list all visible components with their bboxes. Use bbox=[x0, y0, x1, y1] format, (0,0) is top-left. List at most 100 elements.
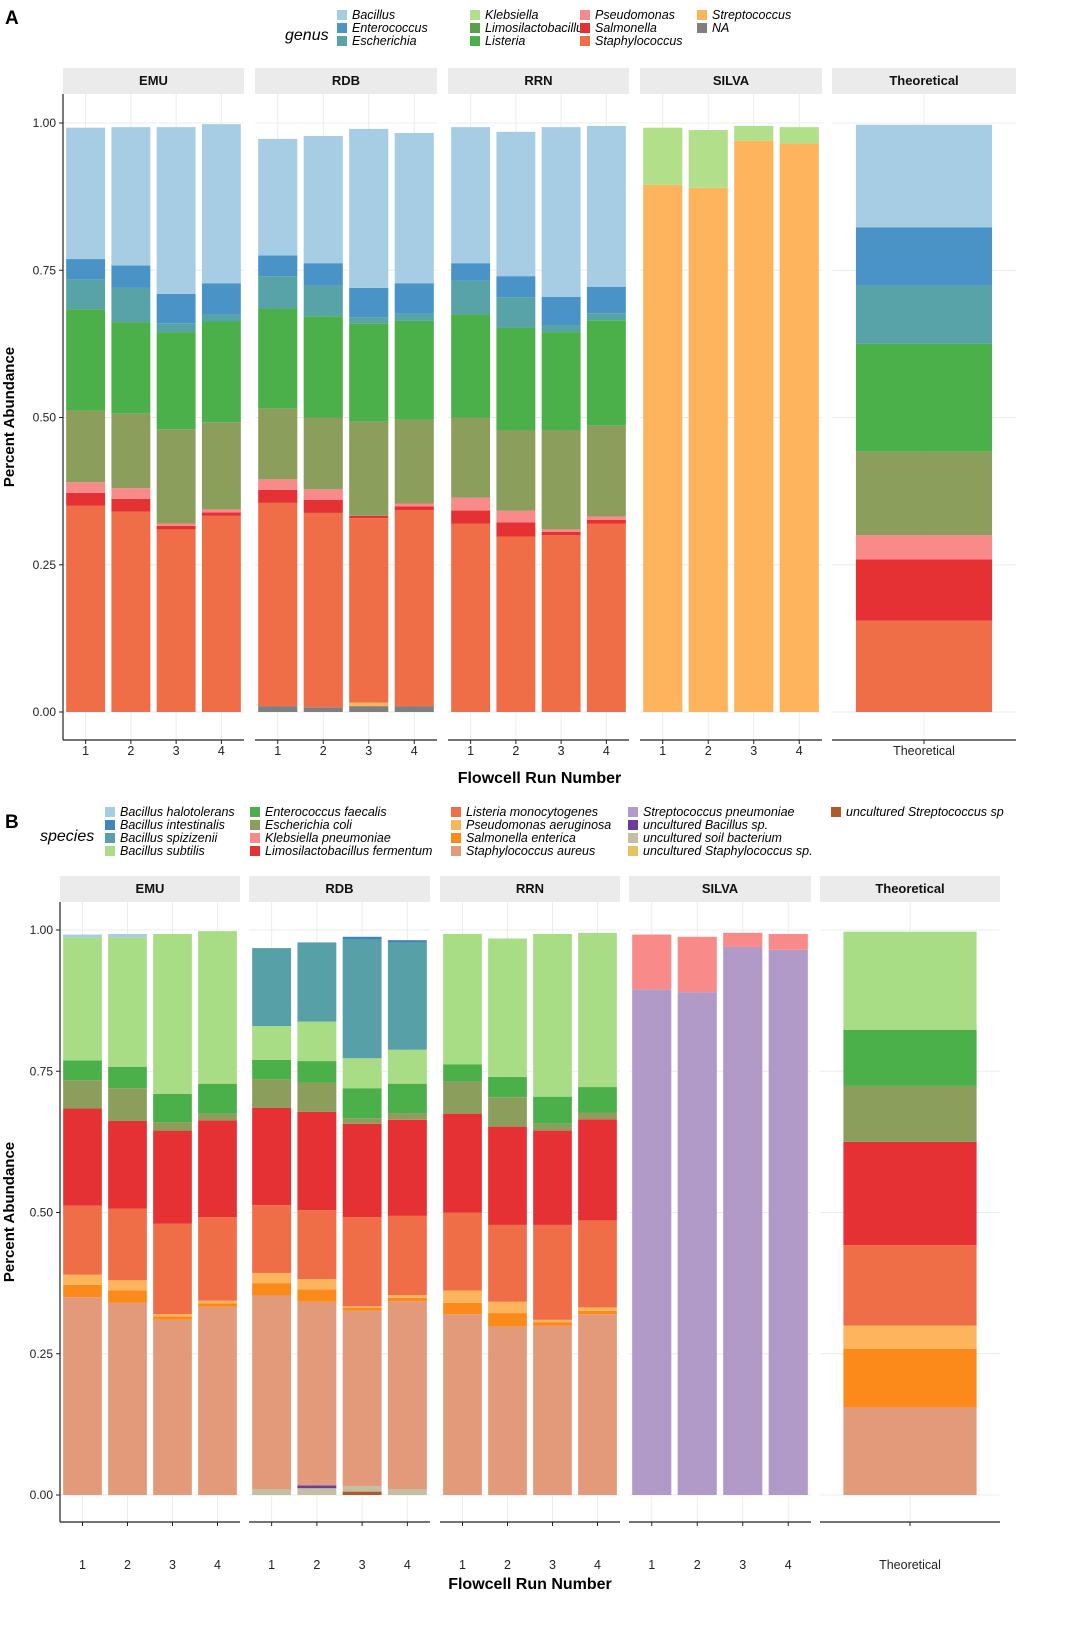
y-tick-label: 1.00 bbox=[30, 923, 54, 937]
legend-item-label: Staphylococcus aureus bbox=[466, 844, 595, 858]
legend-item-label: Pseudomonas bbox=[595, 8, 675, 22]
facet-strip bbox=[60, 876, 240, 902]
bar-segment bbox=[496, 131, 536, 277]
x-tick-label: Theoretical bbox=[893, 744, 955, 758]
bar-segment bbox=[541, 325, 581, 333]
bar-segment bbox=[387, 942, 427, 1050]
y-tick-label: 0.00 bbox=[33, 705, 57, 719]
bar bbox=[643, 127, 683, 713]
bar-segment bbox=[297, 1210, 337, 1280]
legend-item-label: Salmonella bbox=[595, 21, 657, 35]
bar-segment bbox=[198, 1300, 237, 1304]
legend-item-label: Limosilactobacillus bbox=[485, 21, 589, 35]
legend-swatch bbox=[250, 807, 260, 817]
bar-segment bbox=[108, 1290, 147, 1303]
bar-segment bbox=[394, 133, 434, 284]
y-tick-label: 0.50 bbox=[30, 1206, 54, 1220]
bar-segment bbox=[258, 276, 298, 309]
bar-segment bbox=[768, 933, 808, 950]
facet-strip-label: RRN bbox=[516, 881, 544, 896]
bar-segment bbox=[586, 286, 626, 314]
x-tick-label: 2 bbox=[127, 744, 134, 758]
bar-segment bbox=[632, 989, 672, 1495]
legend-item-label: Bacillus spizizenii bbox=[120, 831, 218, 845]
bar-segment bbox=[451, 523, 491, 712]
bar-segment bbox=[111, 287, 151, 323]
bar-segment bbox=[297, 1301, 337, 1486]
legend-item-label: Escherichia coli bbox=[265, 818, 353, 832]
x-tick-label: 3 bbox=[558, 744, 565, 758]
bar-segment bbox=[153, 1093, 192, 1123]
legend-swatch bbox=[250, 833, 260, 843]
legend-item-label: uncultured Bacillus sp. bbox=[643, 818, 768, 832]
bar-segment bbox=[855, 620, 993, 712]
bar-segment bbox=[533, 1322, 572, 1326]
legend-swatch bbox=[697, 23, 707, 33]
bar bbox=[108, 933, 147, 1495]
bar-segment bbox=[541, 529, 581, 532]
bar-segment bbox=[111, 322, 151, 414]
bar-segment bbox=[108, 933, 147, 938]
bar-segment bbox=[451, 510, 491, 524]
bar-segment bbox=[496, 276, 536, 298]
bar-segment bbox=[108, 1088, 147, 1121]
bar-segment bbox=[578, 1314, 617, 1495]
bar-segment bbox=[349, 706, 389, 712]
bar-segment bbox=[303, 499, 343, 513]
y-axis: 0.00 0.25 0.50 0.75 1.00 Percent Abundance bbox=[1, 116, 63, 719]
bar bbox=[111, 127, 151, 712]
bar-segment bbox=[394, 313, 434, 321]
facet-strip bbox=[440, 876, 620, 902]
bar-segment bbox=[541, 296, 581, 326]
bar-segment bbox=[541, 535, 581, 712]
legend-swatch bbox=[697, 10, 707, 20]
bar-segment bbox=[394, 419, 434, 504]
bar-segment bbox=[252, 1295, 292, 1490]
bar-segment bbox=[677, 992, 717, 1495]
bar-segment bbox=[156, 323, 196, 333]
bar-segment bbox=[349, 323, 389, 422]
bar-segment bbox=[734, 140, 774, 713]
bar-segment bbox=[488, 1097, 527, 1127]
bar-segment bbox=[303, 316, 343, 418]
bar bbox=[342, 936, 382, 1495]
legend-swatch bbox=[831, 807, 841, 817]
legend-item-label: Bacillus subtilis bbox=[120, 844, 205, 858]
legend-item-label: Listeria monocytogenes bbox=[466, 805, 598, 819]
bar-segment bbox=[342, 1058, 382, 1089]
bar-segment bbox=[201, 283, 241, 315]
bar-segment bbox=[342, 1485, 382, 1492]
bar-segment bbox=[533, 1096, 572, 1124]
bar-segment bbox=[303, 135, 343, 264]
bar-segment bbox=[303, 417, 343, 490]
bar-segment bbox=[488, 1076, 527, 1098]
bar bbox=[632, 934, 672, 1495]
bar bbox=[688, 130, 728, 713]
bar-segment bbox=[63, 1274, 102, 1285]
legend-swatch bbox=[470, 36, 480, 46]
bar-segment bbox=[66, 127, 106, 260]
bar-segment bbox=[198, 1113, 237, 1121]
bar-segment bbox=[252, 948, 292, 1027]
bar-segment bbox=[394, 506, 434, 510]
legend-item-label: Listeria bbox=[485, 34, 525, 48]
bar-segment bbox=[153, 1314, 192, 1317]
bar bbox=[66, 127, 106, 712]
bar-segment bbox=[451, 417, 491, 498]
bar-segment bbox=[578, 1307, 617, 1311]
bar-segment bbox=[843, 1141, 977, 1246]
bar-segment bbox=[156, 332, 196, 430]
bar-segment bbox=[541, 531, 581, 536]
bar-segment bbox=[349, 421, 389, 516]
bar bbox=[768, 933, 808, 1495]
x-tick-label: 4 bbox=[218, 744, 225, 758]
facet-strip-label: RRN bbox=[524, 73, 552, 88]
bar-segment bbox=[342, 939, 382, 1059]
x-tick-label: 4 bbox=[603, 744, 610, 758]
bar-segment bbox=[258, 255, 298, 277]
bar-segment bbox=[451, 280, 491, 315]
bar-segment bbox=[198, 1120, 237, 1218]
bar-segment bbox=[111, 413, 151, 489]
bar bbox=[779, 127, 819, 713]
bar-segment bbox=[108, 1066, 147, 1089]
